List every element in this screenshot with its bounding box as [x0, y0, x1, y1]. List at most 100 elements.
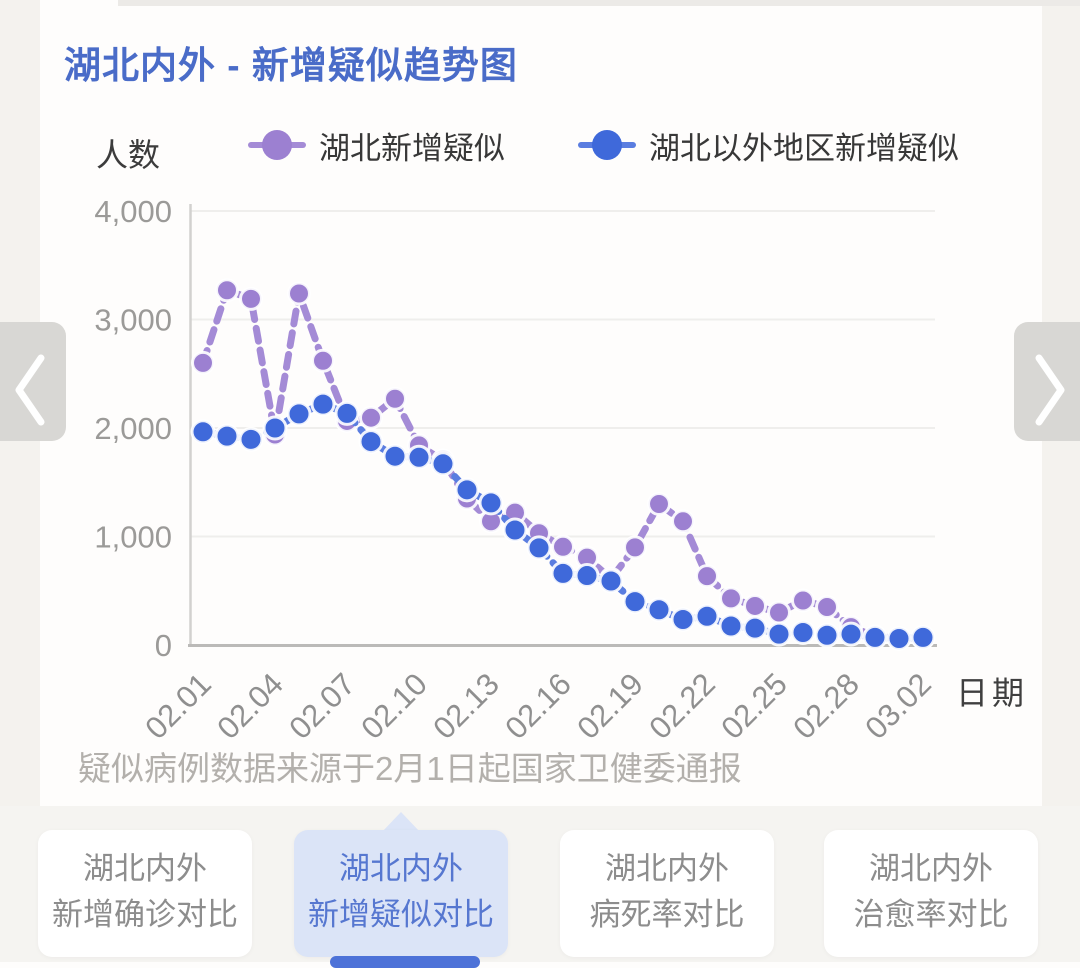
- chart-legend: 湖北新增疑似 湖北以外地区新增疑似: [0, 122, 1080, 168]
- data-point[interactable]: [623, 535, 647, 560]
- data-point[interactable]: [191, 350, 215, 375]
- data-point[interactable]: [815, 595, 839, 620]
- x-tick-label: 02.04: [210, 666, 290, 746]
- tab-label-line: 新增疑似对比: [308, 897, 494, 932]
- data-point[interactable]: [622, 589, 648, 615]
- data-point[interactable]: [694, 603, 720, 629]
- data-point[interactable]: [334, 400, 360, 426]
- data-point[interactable]: [454, 477, 480, 503]
- legend-label: 湖北以外地区新增疑似: [649, 130, 959, 166]
- tab-label-line: 病死率对比: [589, 897, 745, 932]
- tab-new-confirmed-comparison[interactable]: 湖北内外 新增确诊对比: [38, 830, 252, 957]
- data-point[interactable]: [766, 621, 792, 647]
- data-point[interactable]: [718, 613, 744, 639]
- legend-item-non-hubei[interactable]: 湖北以外地区新增疑似: [578, 122, 959, 168]
- data-point[interactable]: [646, 597, 672, 623]
- tab-label-line: 湖北内外: [869, 851, 993, 886]
- data-point[interactable]: [383, 386, 407, 411]
- tab-fatality-rate-comparison[interactable]: 湖北内外 病死率对比: [560, 830, 774, 957]
- data-point[interactable]: [190, 419, 216, 445]
- data-point[interactable]: [886, 625, 912, 651]
- left-edge-strip: [0, 0, 40, 962]
- data-point[interactable]: [382, 443, 408, 469]
- x-tick-label: 02.19: [570, 666, 650, 746]
- data-point[interactable]: [262, 415, 288, 441]
- data-point[interactable]: [310, 391, 336, 417]
- y-tick-label: 0: [155, 628, 172, 663]
- data-point[interactable]: [551, 534, 575, 559]
- data-point[interactable]: [791, 588, 815, 613]
- data-point[interactable]: [239, 286, 263, 311]
- tab-label-line: 湖北内外: [339, 851, 463, 886]
- x-tick-label: 02.16: [498, 666, 578, 746]
- y-axis-unit-label: 人数: [96, 137, 161, 173]
- data-point[interactable]: [743, 593, 767, 618]
- data-point[interactable]: [742, 615, 768, 641]
- data-point[interactable]: [550, 560, 576, 586]
- data-point[interactable]: [862, 624, 888, 650]
- data-point[interactable]: [767, 600, 791, 625]
- tab-label-line: 湖北内外: [83, 851, 207, 886]
- carousel-prev-button[interactable]: [0, 322, 66, 441]
- data-point[interactable]: [790, 620, 816, 646]
- carousel-next-button[interactable]: [1014, 322, 1080, 441]
- x-tick-label: 03.02: [858, 666, 938, 746]
- data-point[interactable]: [814, 622, 840, 648]
- series-line-0: [199, 286, 927, 642]
- data-point[interactable]: [647, 491, 671, 516]
- x-tick-label: 02.07: [282, 666, 362, 746]
- data-point[interactable]: [719, 586, 743, 611]
- data-point[interactable]: [671, 509, 695, 534]
- legend-item-hubei[interactable]: 湖北新增疑似: [248, 122, 505, 168]
- y-tick-label: 3,000: [94, 303, 172, 338]
- hubei-series-marker-icon: [248, 130, 306, 160]
- active-tab-pointer-icon: [382, 812, 420, 832]
- tab-cure-rate-comparison[interactable]: 湖北内外 治愈率对比: [824, 830, 1038, 957]
- x-tick-label: 02.13: [426, 666, 506, 746]
- x-tick-label: 02.28: [786, 666, 866, 746]
- data-point[interactable]: [215, 278, 239, 303]
- y-tick-label: 2,000: [94, 411, 172, 446]
- non-hubei-series-marker-icon: [578, 130, 636, 160]
- data-point[interactable]: [286, 401, 312, 427]
- right-edge-strip: [1042, 0, 1080, 962]
- data-point[interactable]: [526, 535, 552, 561]
- top-divider: [118, 0, 1080, 6]
- legend-label: 湖北新增疑似: [319, 130, 505, 166]
- page-title: 湖北内外 - 新增疑似趋势图: [64, 44, 518, 86]
- data-point[interactable]: [238, 426, 264, 452]
- y-tick-label: 1,000: [94, 520, 172, 555]
- x-tick-label: 02.25: [714, 666, 794, 746]
- tab-label-line: 新增确诊对比: [52, 897, 238, 932]
- data-point[interactable]: [838, 621, 864, 647]
- data-point[interactable]: [358, 429, 384, 455]
- data-point[interactable]: [695, 564, 719, 589]
- y-tick-label: 4,000: [94, 194, 172, 229]
- x-tick-label: 02.01: [138, 666, 218, 746]
- data-point[interactable]: [910, 624, 936, 650]
- non-hubei-series-dot-icon: [592, 130, 622, 160]
- data-point[interactable]: [430, 451, 456, 477]
- tab-new-suspected-comparison[interactable]: 湖北内外 新增疑似对比: [294, 830, 508, 957]
- x-tick-label: 02.10: [354, 666, 434, 746]
- chevron-right-icon: [1035, 354, 1065, 425]
- data-point[interactable]: [406, 444, 432, 470]
- chevron-left-icon: [15, 354, 45, 425]
- bottom-accent-bar: [330, 956, 480, 968]
- data-point[interactable]: [214, 423, 240, 449]
- data-point[interactable]: [359, 405, 383, 430]
- data-point[interactable]: [574, 563, 600, 589]
- x-axis-unit-label: 日期: [956, 675, 1029, 711]
- data-point[interactable]: [478, 490, 504, 516]
- data-point[interactable]: [502, 517, 528, 543]
- data-point[interactable]: [311, 348, 335, 373]
- data-point[interactable]: [287, 281, 311, 306]
- hubei-series-dot-icon: [262, 130, 292, 160]
- data-source-note: 疑似病例数据来源于2月1日起国家卫健委通报: [78, 750, 742, 787]
- tab-label-line: 湖北内外: [605, 851, 729, 886]
- tab-label-line: 治愈率对比: [853, 897, 1009, 932]
- data-point[interactable]: [598, 568, 624, 594]
- data-point[interactable]: [670, 607, 696, 633]
- x-tick-label: 02.22: [642, 666, 722, 746]
